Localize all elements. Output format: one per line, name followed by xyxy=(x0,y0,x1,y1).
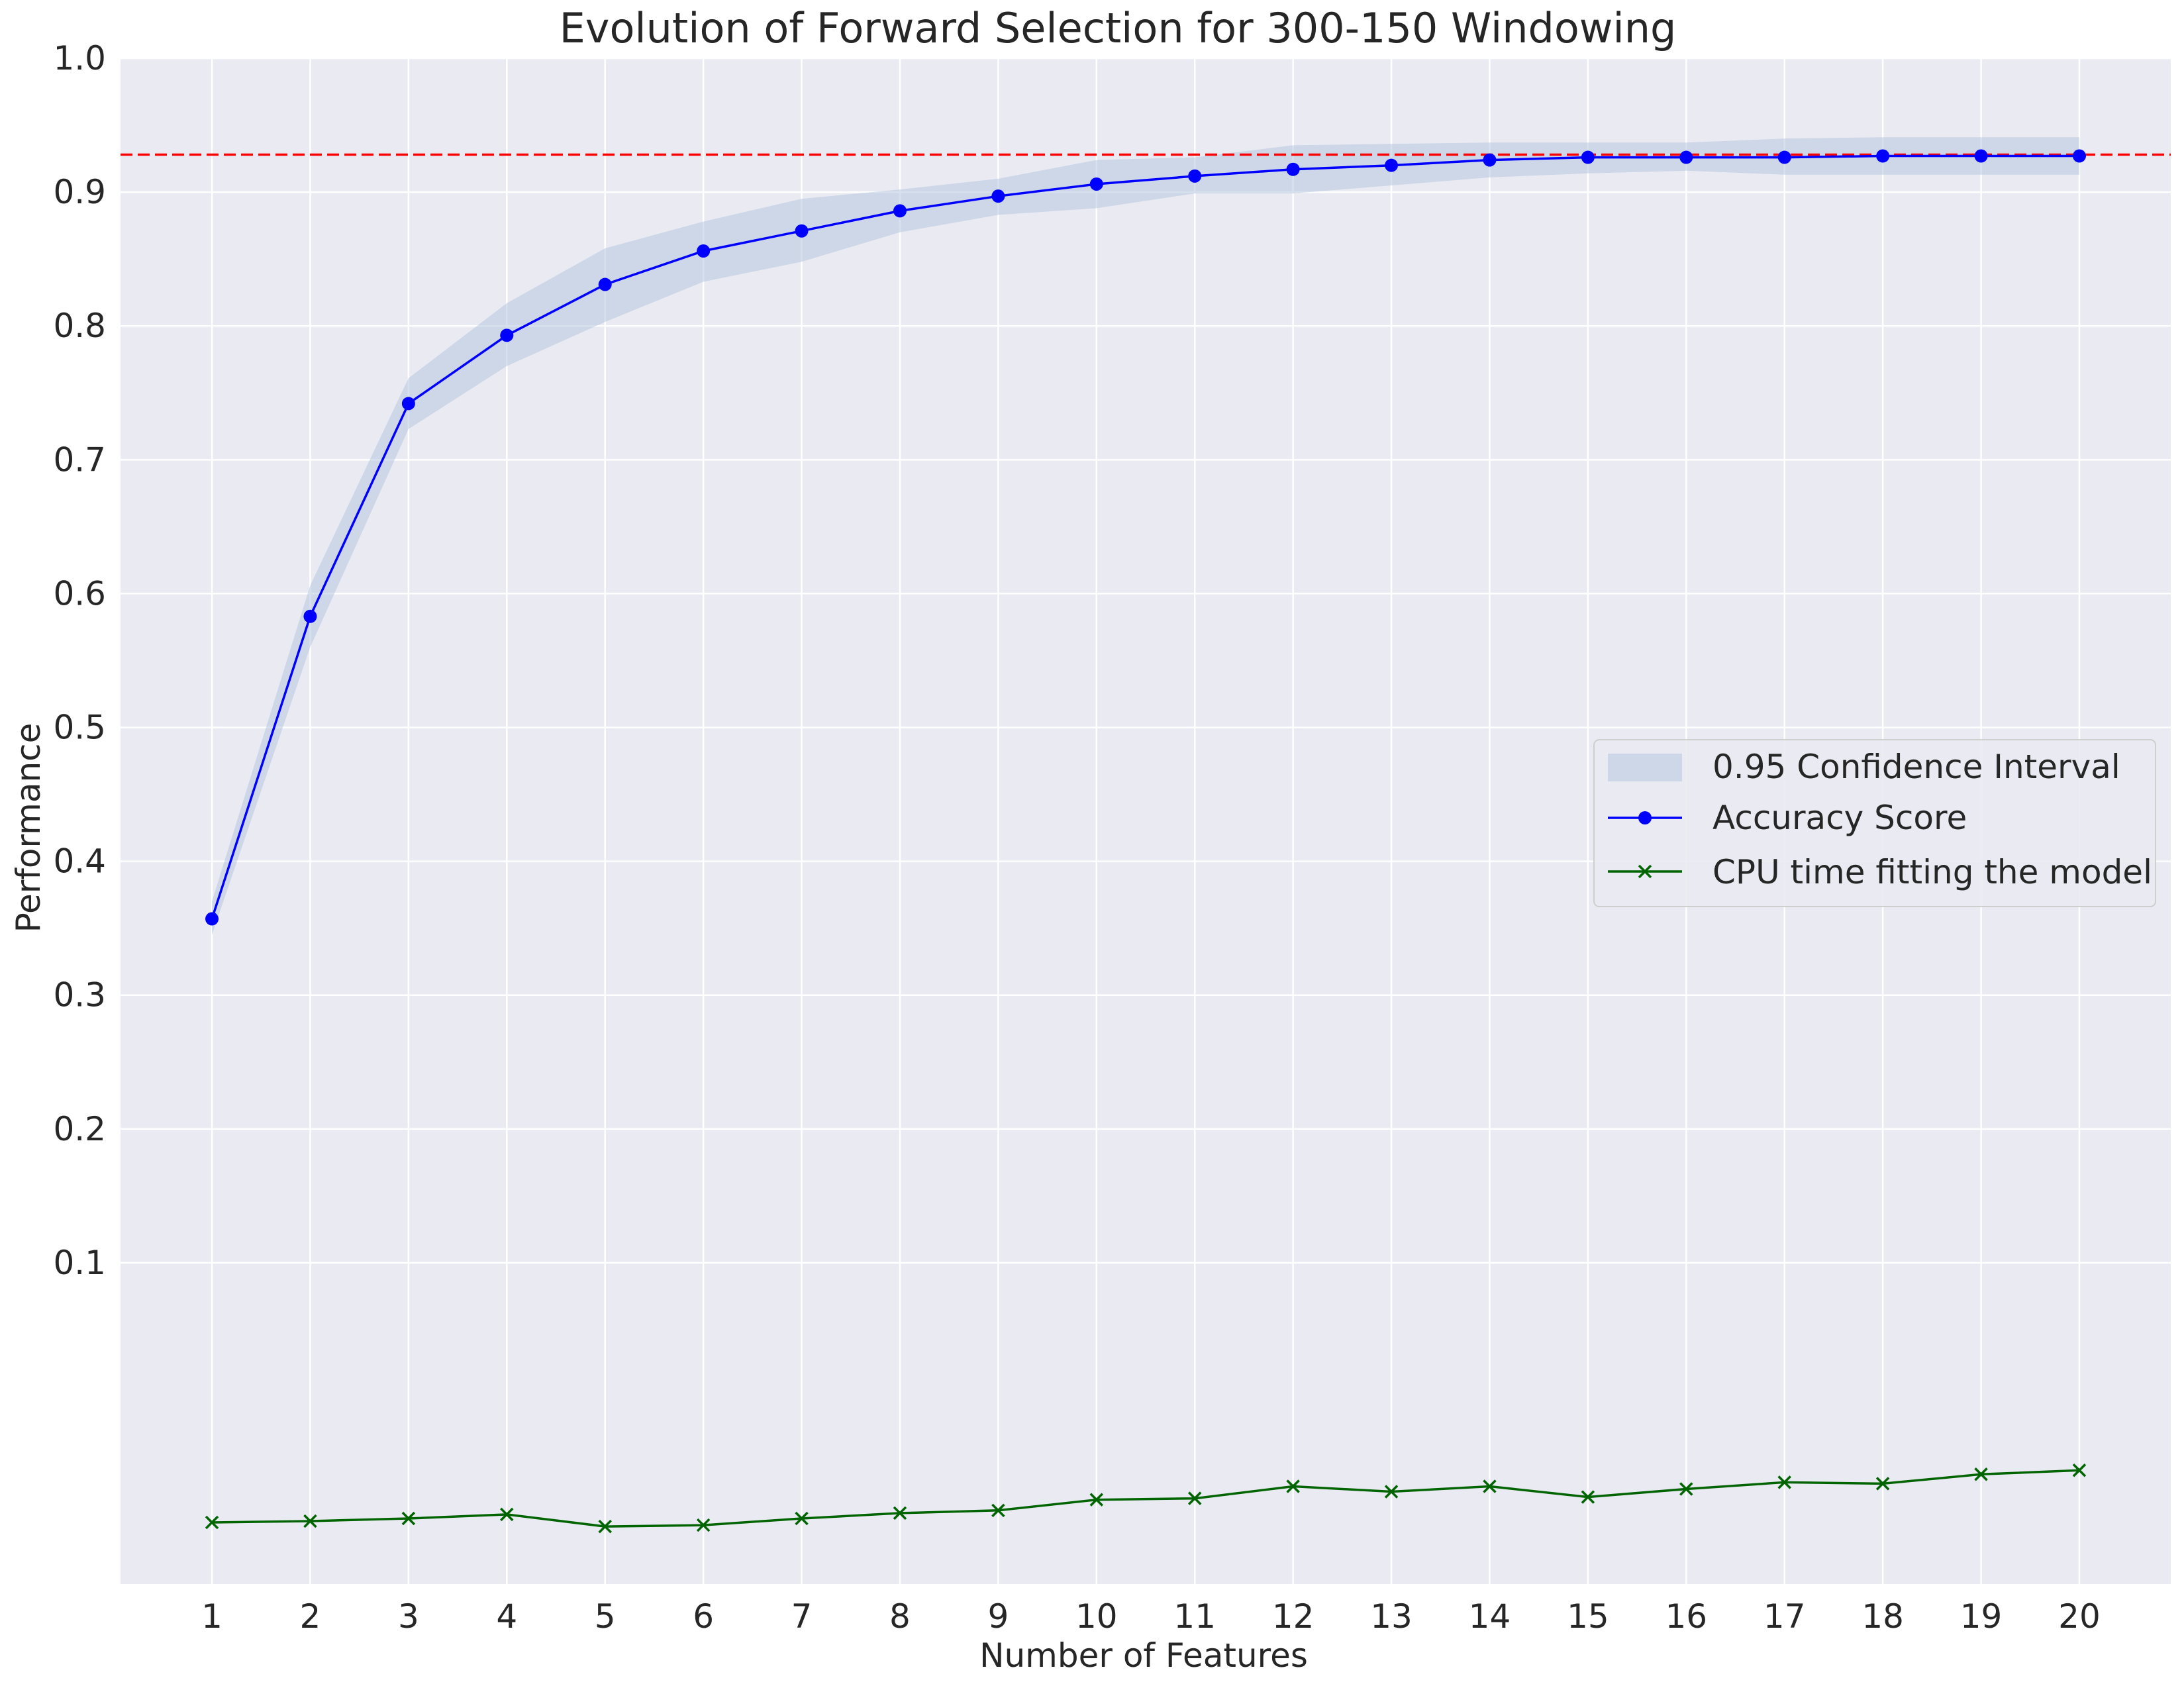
accuracy-markers xyxy=(205,149,2086,926)
x-tick-label: 8 xyxy=(889,1597,911,1636)
y-tick-label: 0.9 xyxy=(53,173,106,211)
y-axis-label: Performance xyxy=(9,723,48,933)
x-axis-label: Number of Features xyxy=(979,1636,1308,1675)
accuracy-point xyxy=(1089,177,1103,191)
cpu-time-point xyxy=(1777,1475,1791,1489)
x-tick-label: 7 xyxy=(791,1597,813,1636)
cpu-time-point xyxy=(893,1506,907,1520)
y-tick-label: 0.1 xyxy=(53,1244,106,1282)
x-tick-label: 20 xyxy=(2058,1597,2101,1636)
x-tick-label: 13 xyxy=(1370,1597,1413,1636)
y-tick-labels: 0.1 0.2 0.3 0.4 0.5 0.6 0.7 0.8 0.9 1.0 xyxy=(53,39,106,1282)
cpu-time-point xyxy=(1679,1482,1693,1496)
cpu-time-point xyxy=(1286,1479,1300,1493)
accuracy-point xyxy=(401,397,415,411)
accuracy-point xyxy=(697,244,711,258)
cpu-time-point xyxy=(1187,1491,1202,1505)
accuracy-point xyxy=(1777,150,1791,164)
y-tick-label: 0.8 xyxy=(53,307,106,345)
legend-confidence-swatch xyxy=(1608,754,1682,781)
x-tick-label: 2 xyxy=(300,1597,321,1636)
accuracy-point xyxy=(991,189,1005,203)
legend: 0.95 Confidence Interval Accuracy Score … xyxy=(1593,739,2156,907)
x-tick-label: 5 xyxy=(595,1597,616,1636)
accuracy-line xyxy=(211,154,2079,920)
cpu-time-point xyxy=(401,1511,416,1526)
x-tick-label: 15 xyxy=(1567,1597,1609,1636)
accuracy-point xyxy=(500,328,514,342)
accuracy-point xyxy=(205,912,219,926)
y-tick-label: 0.2 xyxy=(53,1110,106,1148)
cpu-time-point xyxy=(205,1515,219,1530)
legend-label-confidence: 0.95 Confidence Interval xyxy=(1712,748,2120,786)
accuracy-point xyxy=(1385,158,1399,172)
y-tick-label: 0.7 xyxy=(53,440,106,479)
accuracy-point xyxy=(1876,149,1890,163)
accuracy-point xyxy=(1483,153,1497,167)
y-tick-label: 0.5 xyxy=(53,709,106,747)
accuracy-point xyxy=(795,224,809,238)
x-tick-label: 3 xyxy=(398,1597,419,1636)
cpu-time-point xyxy=(1384,1485,1399,1499)
cpu-time-point xyxy=(1483,1479,1497,1493)
x-tick-labels: 1 2 3 4 5 6 7 8 9 10 11 12 13 14 15 16 17 18 19 20 xyxy=(201,1597,2101,1636)
accuracy-point xyxy=(2072,149,2086,163)
cpu-time-point xyxy=(598,1519,612,1534)
cpu-time-point xyxy=(1974,1467,1988,1481)
x-tick-label: 14 xyxy=(1469,1597,1511,1636)
x-tick-label: 12 xyxy=(1272,1597,1315,1636)
x-tick-label: 19 xyxy=(1960,1597,2003,1636)
cpu-time-markers xyxy=(205,1463,2087,1534)
y-tick-label: 0.3 xyxy=(53,976,106,1015)
x-tick-label: 6 xyxy=(693,1597,714,1636)
x-tick-label: 4 xyxy=(496,1597,517,1636)
accuracy-point xyxy=(1974,149,1988,163)
legend-label-cpu: CPU time fitting the model xyxy=(1712,853,2152,891)
x-tick-label: 18 xyxy=(1861,1597,1904,1636)
x-tick-label: 1 xyxy=(201,1597,223,1636)
cpu-time-point xyxy=(991,1503,1005,1518)
cpu-time-point xyxy=(303,1514,317,1528)
legend-label-accuracy: Accuracy Score xyxy=(1712,799,1967,837)
cpu-time-point xyxy=(2072,1463,2087,1477)
chart-title: Evolution of Forward Selection for 300-1… xyxy=(560,4,1677,52)
cpu-time-point xyxy=(1089,1493,1104,1507)
accuracy-point xyxy=(598,277,612,291)
cpu-time-point xyxy=(1581,1490,1595,1504)
x-tick-label: 9 xyxy=(987,1597,1009,1636)
x-tick-label: 16 xyxy=(1665,1597,1707,1636)
accuracy-point xyxy=(893,204,907,218)
legend-cpu-marker xyxy=(1638,864,1652,879)
x-tick-label: 10 xyxy=(1075,1597,1118,1636)
x-tick-label: 17 xyxy=(1763,1597,1806,1636)
cpu-time-point xyxy=(696,1518,711,1532)
y-tick-label: 0.4 xyxy=(53,842,106,881)
x-tick-label: 11 xyxy=(1173,1597,1216,1636)
legend-accuracy-marker xyxy=(1638,811,1652,824)
cpu-time-line xyxy=(211,1469,2080,1528)
y-tick-label: 1.0 xyxy=(53,39,106,77)
accuracy-point xyxy=(303,609,317,623)
cpu-time-point xyxy=(500,1507,514,1522)
accuracy-point xyxy=(1679,150,1693,164)
cpu-time-point xyxy=(795,1511,809,1526)
accuracy-point xyxy=(1581,150,1595,164)
y-tick-label: 0.6 xyxy=(53,574,106,613)
cpu-time-point xyxy=(1875,1477,1890,1491)
legend-frame xyxy=(1593,739,2156,907)
accuracy-point xyxy=(1286,162,1300,176)
accuracy-point xyxy=(1188,169,1202,183)
